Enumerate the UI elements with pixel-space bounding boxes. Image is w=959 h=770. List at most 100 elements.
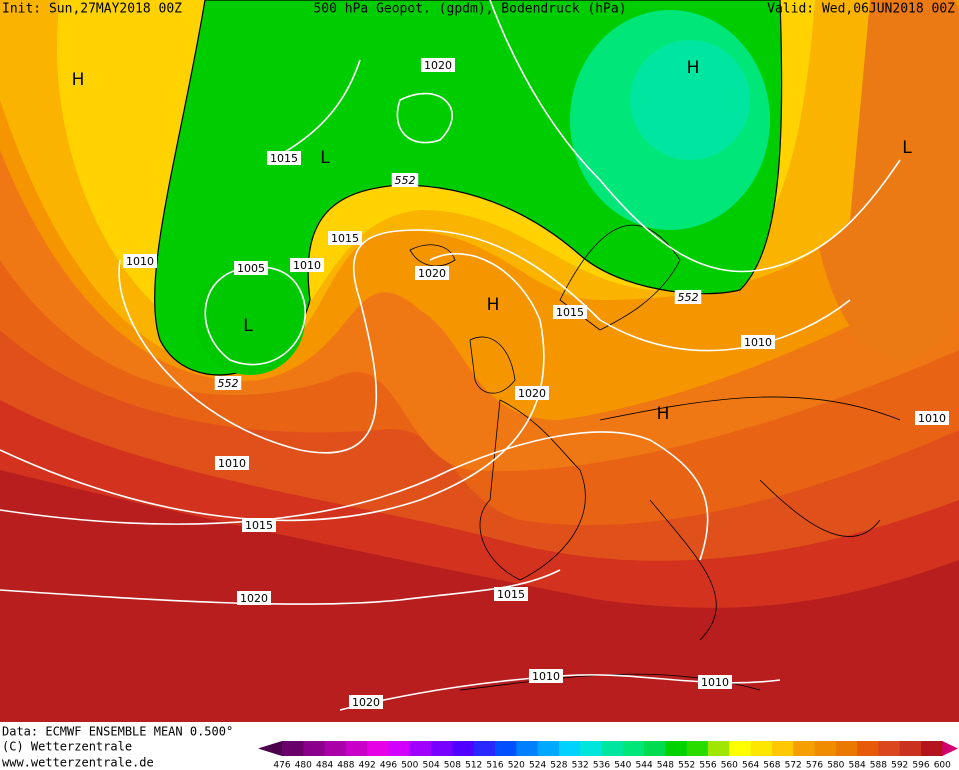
pressure-center: H bbox=[687, 58, 700, 78]
isobar-label: 1010 bbox=[126, 255, 154, 268]
isobar-label: 1015 bbox=[556, 306, 584, 319]
colorbar-cell bbox=[835, 741, 858, 756]
colorbar-tick-label: 588 bbox=[870, 761, 887, 770]
colorbar-cell bbox=[750, 741, 773, 756]
isobar-label: 1010 bbox=[701, 676, 729, 689]
footer-line: Data: ECMWF ENSEMBLE MEAN 0.500° bbox=[2, 725, 233, 739]
label-box bbox=[214, 376, 242, 390]
colorbar-tick-label: 600 bbox=[934, 761, 951, 770]
label-box bbox=[674, 290, 702, 304]
colorbar-tick-label: 476 bbox=[273, 761, 290, 770]
colorbar-tick-label: 576 bbox=[806, 761, 823, 770]
colorbar-cell bbox=[622, 741, 645, 756]
colorbar-cell bbox=[452, 741, 475, 756]
map-title: 500 hPa Geopot. (gpdm), Bodendruck (hPa) bbox=[313, 2, 626, 17]
label-box bbox=[391, 173, 419, 187]
colorbar-cell bbox=[558, 741, 581, 756]
label-box bbox=[123, 254, 157, 268]
colorbar-end bbox=[258, 741, 282, 756]
colorbar-cell bbox=[601, 741, 624, 756]
colorbar-tick-label: 488 bbox=[337, 761, 354, 770]
isobar-label: 1020 bbox=[418, 267, 446, 280]
colorbar-cell bbox=[345, 741, 368, 756]
footer-line: www.wetterzentrale.de bbox=[2, 756, 154, 770]
init-time: Init: Sun,27MAY2018 00Z bbox=[2, 2, 182, 17]
map-fields bbox=[0, 0, 959, 722]
isobar-label: 1015 bbox=[497, 588, 525, 601]
label-box bbox=[553, 305, 587, 319]
colorbar-cell bbox=[708, 741, 730, 756]
label-box bbox=[290, 258, 324, 272]
colorbar-cell bbox=[665, 741, 688, 756]
label-box bbox=[242, 518, 276, 532]
colorbar-tick-label: 560 bbox=[721, 761, 738, 770]
label-box bbox=[421, 58, 455, 72]
isobar-label: 1010 bbox=[293, 259, 321, 272]
colorbar-tick-label: 540 bbox=[614, 761, 631, 770]
colorbar-cell bbox=[324, 741, 347, 756]
colorbar-cell bbox=[282, 741, 304, 756]
valid-time: Valid: Wed,06JUN2018 00Z bbox=[767, 2, 955, 17]
colorbar-tick-label: 596 bbox=[912, 761, 929, 770]
colorbar-tick-label: 544 bbox=[636, 761, 653, 770]
colorbar-cell bbox=[473, 741, 496, 756]
isobar-label: 1020 bbox=[352, 696, 380, 709]
colorbar-tick-label: 512 bbox=[465, 761, 482, 770]
map-labels: H L 1015 1020 H L 552 1015 1010 1005 1010 1020 L H 101… bbox=[72, 58, 949, 709]
colorbar-tick-label: 516 bbox=[486, 761, 503, 770]
colorbar-tick-label: 548 bbox=[657, 761, 674, 770]
label-box bbox=[234, 261, 268, 275]
colorbar-cell bbox=[644, 741, 666, 756]
colorbar-tick-label: 492 bbox=[359, 761, 376, 770]
label-box bbox=[237, 591, 271, 605]
isobar-label: 1005 bbox=[237, 262, 265, 275]
colorbar-cell bbox=[729, 741, 752, 756]
colorbar-tick-label: 564 bbox=[742, 761, 759, 770]
pressure-center: L bbox=[902, 138, 912, 158]
colorbar-tick-label: 580 bbox=[827, 761, 844, 770]
colorbar-cell bbox=[537, 741, 560, 756]
pressure-center: L bbox=[243, 316, 253, 336]
label-box bbox=[915, 411, 949, 425]
isobar-label: 552 bbox=[395, 174, 416, 187]
colorbar-tick-label: 504 bbox=[423, 761, 440, 770]
colorbar-end bbox=[942, 741, 958, 756]
isobar-label: 1015 bbox=[245, 519, 273, 532]
colorbar-cell bbox=[388, 741, 411, 756]
label-box bbox=[328, 231, 362, 245]
isobar-label: 552 bbox=[218, 377, 239, 390]
colorbar: 476 480 484 488 492 496 500 504 508 512 516 520 524 5… bbox=[258, 741, 958, 770]
colorbar-tick-label: 552 bbox=[678, 761, 695, 770]
colorbar-tick-label: 572 bbox=[785, 761, 802, 770]
colorbar-tick-label: 524 bbox=[529, 761, 546, 770]
label-box bbox=[494, 587, 528, 601]
colorbar-tick-label: 536 bbox=[593, 761, 610, 770]
colorbar-tick-label: 484 bbox=[316, 761, 333, 770]
colorbar-tick-label: 500 bbox=[401, 761, 418, 770]
colorbar-cell bbox=[580, 741, 602, 756]
colorbar-tick-label: 480 bbox=[295, 761, 312, 770]
isobar-label: 1015 bbox=[331, 232, 359, 245]
colorbar-cell bbox=[686, 741, 709, 756]
label-box bbox=[741, 335, 775, 349]
isobar-label: 1020 bbox=[518, 387, 546, 400]
colorbar-cell bbox=[878, 741, 901, 756]
colorbar-tick-label: 520 bbox=[508, 761, 525, 770]
pressure-center: L bbox=[320, 148, 330, 168]
colorbar-tick-label: 508 bbox=[444, 761, 461, 770]
colorbar-cell bbox=[367, 741, 389, 756]
colorbar-tick-label: 584 bbox=[849, 761, 866, 770]
isobar-label: 1010 bbox=[744, 336, 772, 349]
pressure-center: H bbox=[72, 70, 85, 90]
colorbar-cell bbox=[431, 741, 453, 756]
colorbar-cell bbox=[793, 741, 815, 756]
isobar-label: 1010 bbox=[532, 670, 560, 683]
label-box bbox=[215, 456, 249, 470]
pressure-center: H bbox=[657, 404, 670, 424]
isobar-label: 552 bbox=[678, 291, 699, 304]
colorbar-cell bbox=[857, 741, 879, 756]
label-box bbox=[529, 669, 563, 683]
isobars bbox=[0, 0, 901, 711]
isobar-label: 1020 bbox=[240, 592, 268, 605]
